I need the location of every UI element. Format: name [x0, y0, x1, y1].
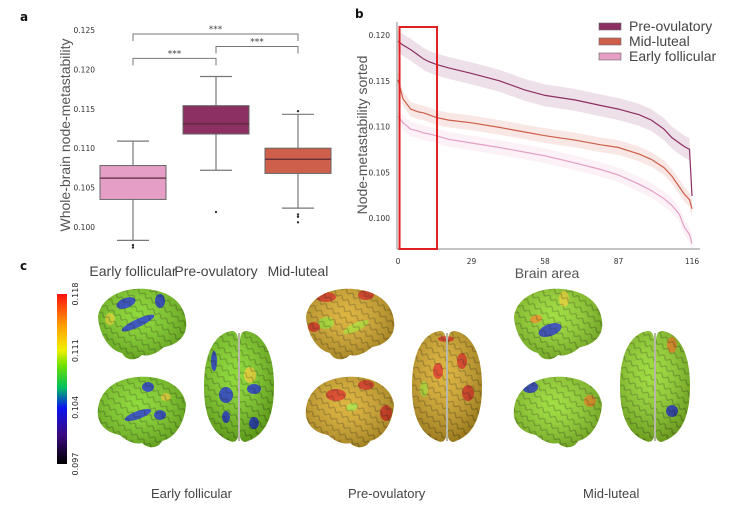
condition-label-mid-luteal: Mid-luteal	[583, 486, 640, 501]
condition-label-pre-ovulatory: Pre-ovulatory	[348, 486, 426, 501]
legend-swatch	[598, 37, 622, 46]
brain-set-mid-luteal	[513, 288, 690, 448]
shading	[305, 376, 394, 448]
legend-swatch	[598, 22, 622, 31]
y-tick-label: 0.100	[74, 223, 96, 232]
highlight-rectangle	[398, 26, 439, 250]
colorbar-tick-label: 0.111	[71, 339, 80, 362]
shading	[97, 376, 186, 448]
line-chart: 0.100 0.105 0.110 0.115 0.120 0 29 58 87 116 Bra…	[354, 18, 716, 281]
x-tick-label: 116	[685, 257, 700, 266]
colorbar-tick-label: 0.097	[71, 453, 80, 476]
outlier-point	[296, 215, 300, 218]
boxplot-chart: 0.100 0.105 0.110 0.115 0.120 0.125 Whole-bra…	[57, 25, 332, 279]
significance-bracket: ***	[132, 25, 299, 41]
brain-lateral-view	[98, 288, 187, 360]
brain-medial-view	[513, 376, 602, 448]
y-axis-label: Whole-brain node-metastability	[57, 39, 73, 232]
panel-b-letter: b	[355, 7, 364, 21]
series-line-early-follicular	[397, 116, 693, 244]
brain-lateral-view	[514, 288, 603, 360]
shading	[513, 376, 602, 448]
y-tick-label: 0.110	[369, 123, 391, 132]
significance-stars: ***	[250, 38, 264, 48]
box-iqr	[264, 147, 332, 174]
category-label: Mid-luteal	[268, 263, 329, 279]
significance-stars: ***	[209, 25, 223, 35]
brain-top-view	[204, 331, 274, 442]
bracket-line	[215, 46, 299, 54]
brain-lateral-view	[306, 288, 395, 360]
brain-set-pre-ovulatory	[305, 288, 482, 448]
panel-a-letter: a	[20, 10, 29, 24]
box-early-follicular	[99, 140, 167, 249]
legend-swatch	[598, 52, 622, 61]
brain-maps: 0.118 0.111 0.104 0.097	[57, 283, 690, 476]
box-iqr	[182, 105, 250, 135]
outlier-point	[296, 221, 300, 224]
outlier-point	[131, 246, 135, 249]
significance-bracket: ***	[215, 38, 299, 54]
x-tick-label: 58	[540, 257, 550, 266]
legend-label: Early follicular	[629, 48, 716, 64]
colorbar	[57, 294, 67, 464]
y-tick-label: 0.105	[369, 168, 391, 177]
brain-top-view	[620, 331, 690, 442]
y-tick-label: 0.125	[74, 26, 96, 35]
category-label: Early follicular	[89, 263, 176, 279]
shading	[98, 288, 187, 360]
box-iqr	[99, 165, 167, 200]
panel-c-letter: c	[20, 259, 28, 273]
shading	[306, 288, 395, 360]
x-tick-label: 87	[614, 257, 624, 266]
box-mid-luteal	[264, 109, 332, 224]
series-line-pre-ovulatory	[397, 40, 693, 197]
outlier-point	[296, 109, 300, 113]
outlier-point	[131, 243, 135, 247]
brain-set-early-follicular	[97, 288, 274, 448]
outlier-point	[296, 213, 300, 216]
colorbar-tick-label: 0.104	[71, 396, 80, 419]
series-line-mid-luteal	[397, 79, 693, 209]
outlier-point	[214, 210, 218, 214]
brain-top-view	[412, 331, 482, 442]
significance-bracket: ***	[132, 49, 217, 66]
legend-label: Mid-luteal	[629, 33, 690, 49]
x-axis-label: Brain area	[515, 265, 580, 281]
y-tick-label: 0.110	[74, 144, 96, 153]
y-tick-label: 0.100	[369, 214, 391, 223]
y-tick-label: 0.115	[74, 105, 96, 114]
bracket-line	[132, 57, 217, 66]
x-tick-label: 0	[396, 257, 401, 266]
shading	[514, 288, 603, 360]
confidence-band-early-follicular	[398, 109, 692, 251]
y-tick-label: 0.105	[74, 184, 96, 193]
colorbar-tick-label: 0.118	[71, 283, 80, 306]
y-axis-label-b: Node-metastability sorted	[354, 56, 370, 215]
legend-label: Pre-ovulatory	[629, 18, 712, 34]
y-tick-label: 0.115	[369, 77, 391, 86]
box-pre-ovulatory	[182, 75, 250, 214]
significance-stars: ***	[168, 49, 182, 59]
bracket-line	[132, 33, 299, 41]
x-tick-label: 29	[467, 257, 477, 266]
brain-medial-view	[305, 376, 394, 448]
condition-label-early-follicular: Early follicular	[151, 486, 232, 501]
confidence-band-pre-ovulatory	[398, 30, 692, 208]
y-tick-label: 0.120	[74, 65, 96, 74]
category-label: Pre-ovulatory	[174, 263, 257, 279]
y-tick-label: 0.120	[369, 31, 391, 40]
brain-medial-view	[97, 376, 186, 448]
